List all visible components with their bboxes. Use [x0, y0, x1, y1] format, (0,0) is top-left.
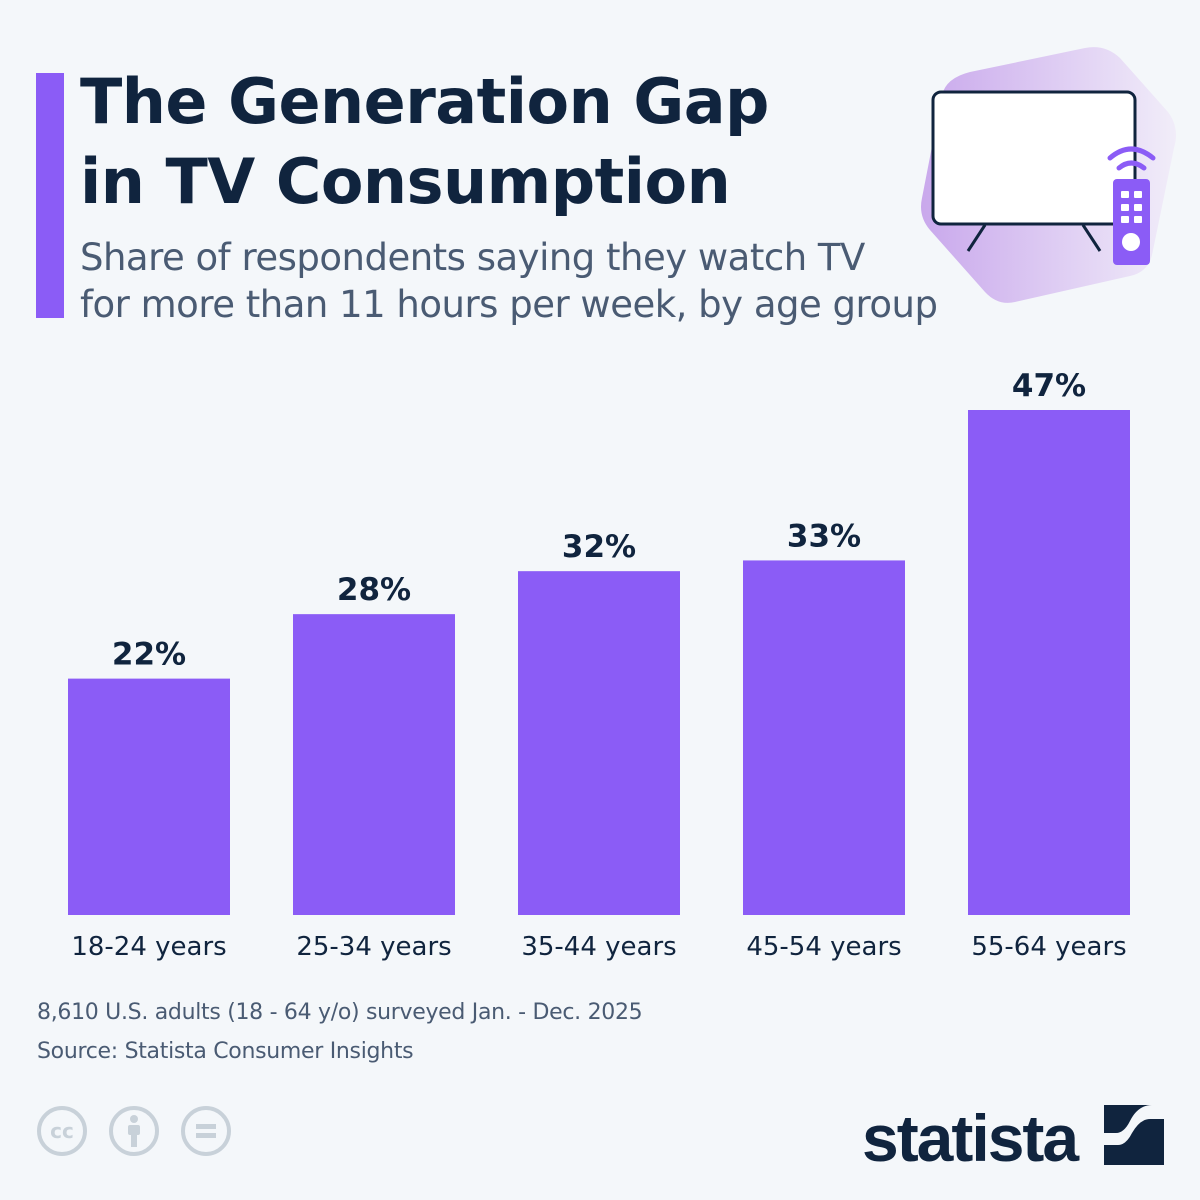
- subtitle: Share of respondents saying they watch T…: [80, 234, 938, 328]
- bar-chart: 22% 18-24 years 28% 25-34 years 32% 35-44 yea…: [68, 368, 1130, 962]
- data-label: 33%: [787, 518, 861, 554]
- category-label: 45-54 years: [746, 932, 901, 962]
- source-note: Source: Statista Consumer Insights: [37, 1039, 414, 1064]
- page-title: The Generation Gap in TV Consumption: [80, 62, 769, 222]
- category-label: 55-64 years: [971, 932, 1126, 962]
- subtitle-line-2: for more than 11 hours per week, by age …: [80, 283, 938, 326]
- attribution-icon[interactable]: [108, 1105, 160, 1157]
- bar: [743, 560, 905, 915]
- data-label: 28%: [337, 572, 411, 608]
- survey-note: 8,610 U.S. adults (18 - 64 y/o) surveyed…: [37, 1000, 643, 1025]
- tv-illustration: [921, 47, 1176, 303]
- bar: [68, 678, 230, 915]
- bar: [293, 614, 455, 915]
- tv-icon: [931, 90, 1137, 252]
- category-label: 25-34 years: [296, 932, 451, 962]
- statista-logo[interactable]: statista: [862, 1100, 1164, 1176]
- subtitle-line-1: Share of respondents saying they watch T…: [80, 236, 865, 279]
- svg-text:cc: cc: [50, 1119, 74, 1143]
- data-label: 32%: [562, 529, 636, 565]
- bar: [518, 571, 680, 915]
- remote-control-icon: [1107, 146, 1156, 265]
- cc-icon[interactable]: cc: [36, 1105, 88, 1157]
- category-label: 35-44 years: [521, 932, 676, 962]
- category-label: 18-24 years: [71, 932, 226, 962]
- no-derivatives-icon[interactable]: [180, 1105, 232, 1157]
- title-line-2: in TV Consumption: [80, 145, 731, 218]
- statista-logo-mark-icon: [1104, 1105, 1164, 1165]
- bar: [968, 410, 1130, 915]
- title-accent-bar: [36, 73, 64, 318]
- data-label: 22%: [112, 637, 186, 673]
- title-line-1: The Generation Gap: [80, 65, 769, 138]
- logo-text: statista: [862, 1101, 1079, 1175]
- data-label: 47%: [1012, 368, 1086, 404]
